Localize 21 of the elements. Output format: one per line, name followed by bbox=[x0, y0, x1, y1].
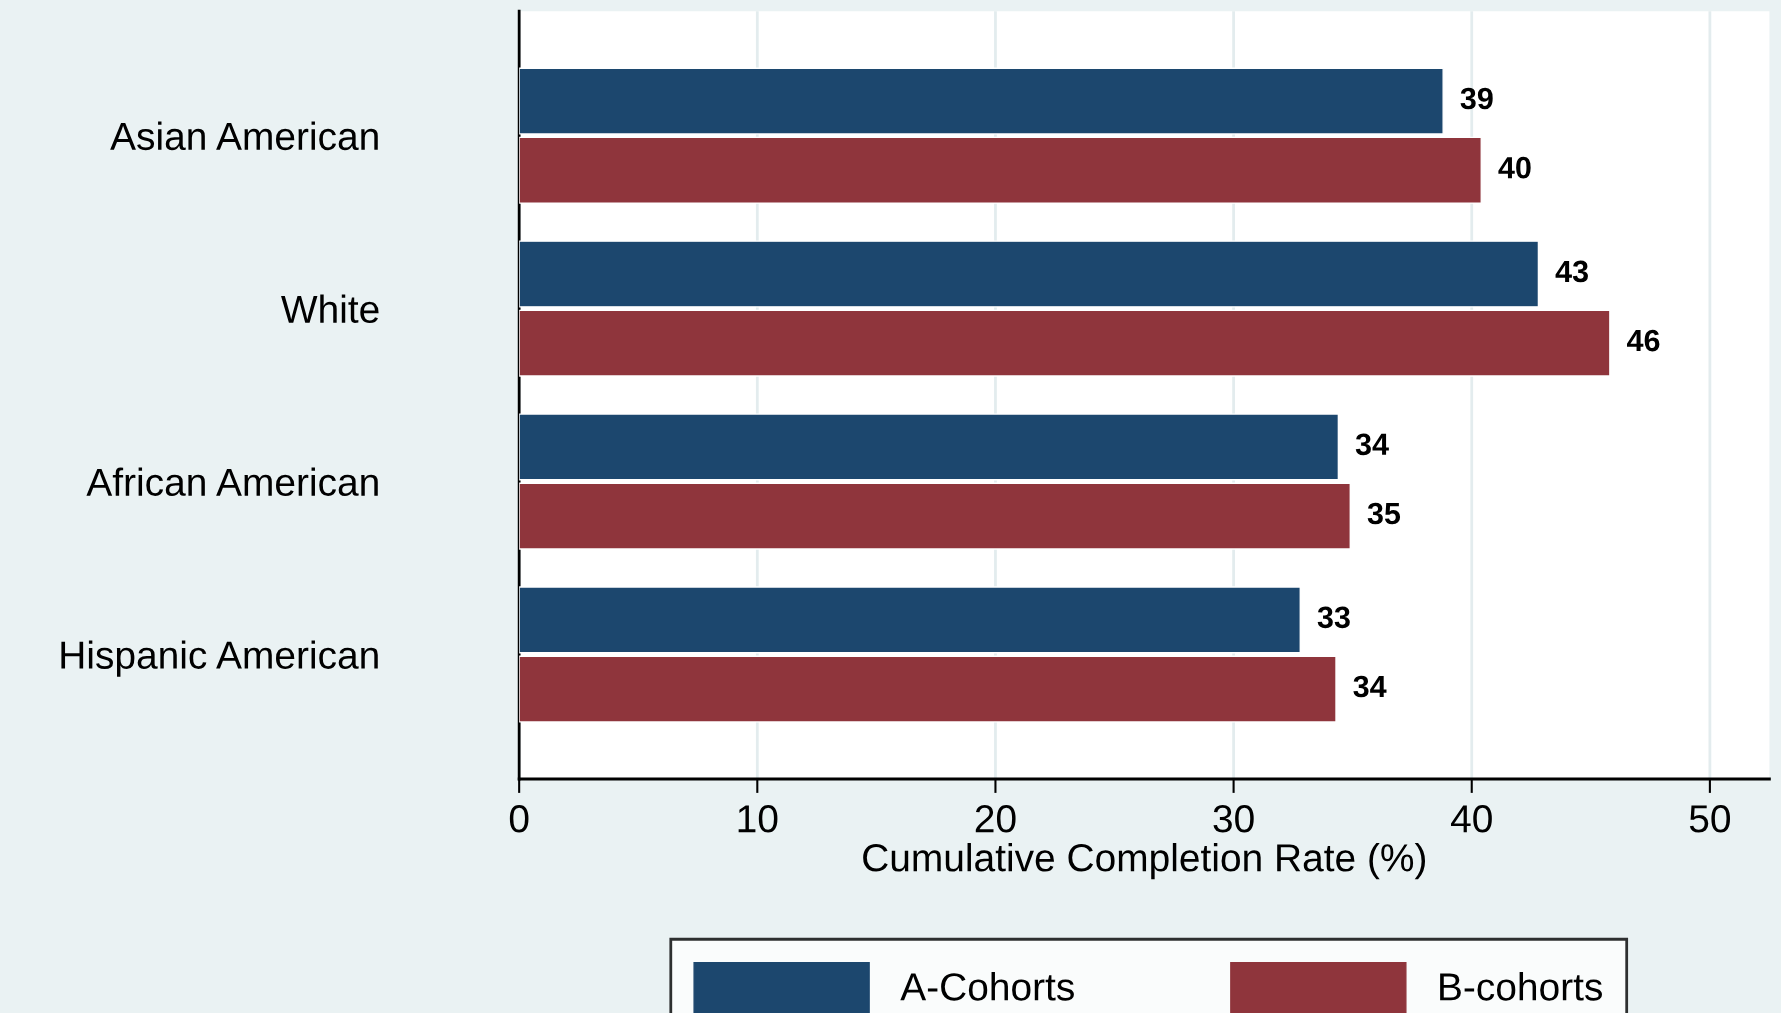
x-tick-label: 40 bbox=[1451, 805, 1492, 833]
data-label: 33 bbox=[1317, 606, 1350, 629]
legend-label: A-Cohorts bbox=[900, 972, 1074, 1001]
x-tick-label: 30 bbox=[1213, 805, 1254, 833]
data-label: 40 bbox=[1498, 156, 1531, 179]
data-label: 39 bbox=[1460, 87, 1493, 110]
y-tick-label: Hispanic American bbox=[61, 640, 378, 677]
y-tick-label: Asian American bbox=[110, 121, 378, 151]
data-label: 46 bbox=[1627, 329, 1660, 352]
y-tick-label: White bbox=[281, 294, 379, 324]
x-tick-label: 0 bbox=[509, 805, 529, 833]
y-tick-label: African American bbox=[86, 467, 378, 497]
x-tick-label: 20 bbox=[975, 805, 1016, 833]
x-tick-label: 50 bbox=[1689, 805, 1730, 833]
data-label: 34 bbox=[1353, 675, 1387, 698]
legend-label: B-cohorts bbox=[1440, 972, 1602, 1001]
data-label: 34 bbox=[1355, 433, 1389, 456]
data-label: 43 bbox=[1555, 260, 1588, 283]
x-axis-title: Cumulative Completion Rate (%) bbox=[863, 843, 1426, 880]
x-tick-label: 10 bbox=[738, 805, 778, 833]
data-label: 35 bbox=[1367, 502, 1401, 525]
